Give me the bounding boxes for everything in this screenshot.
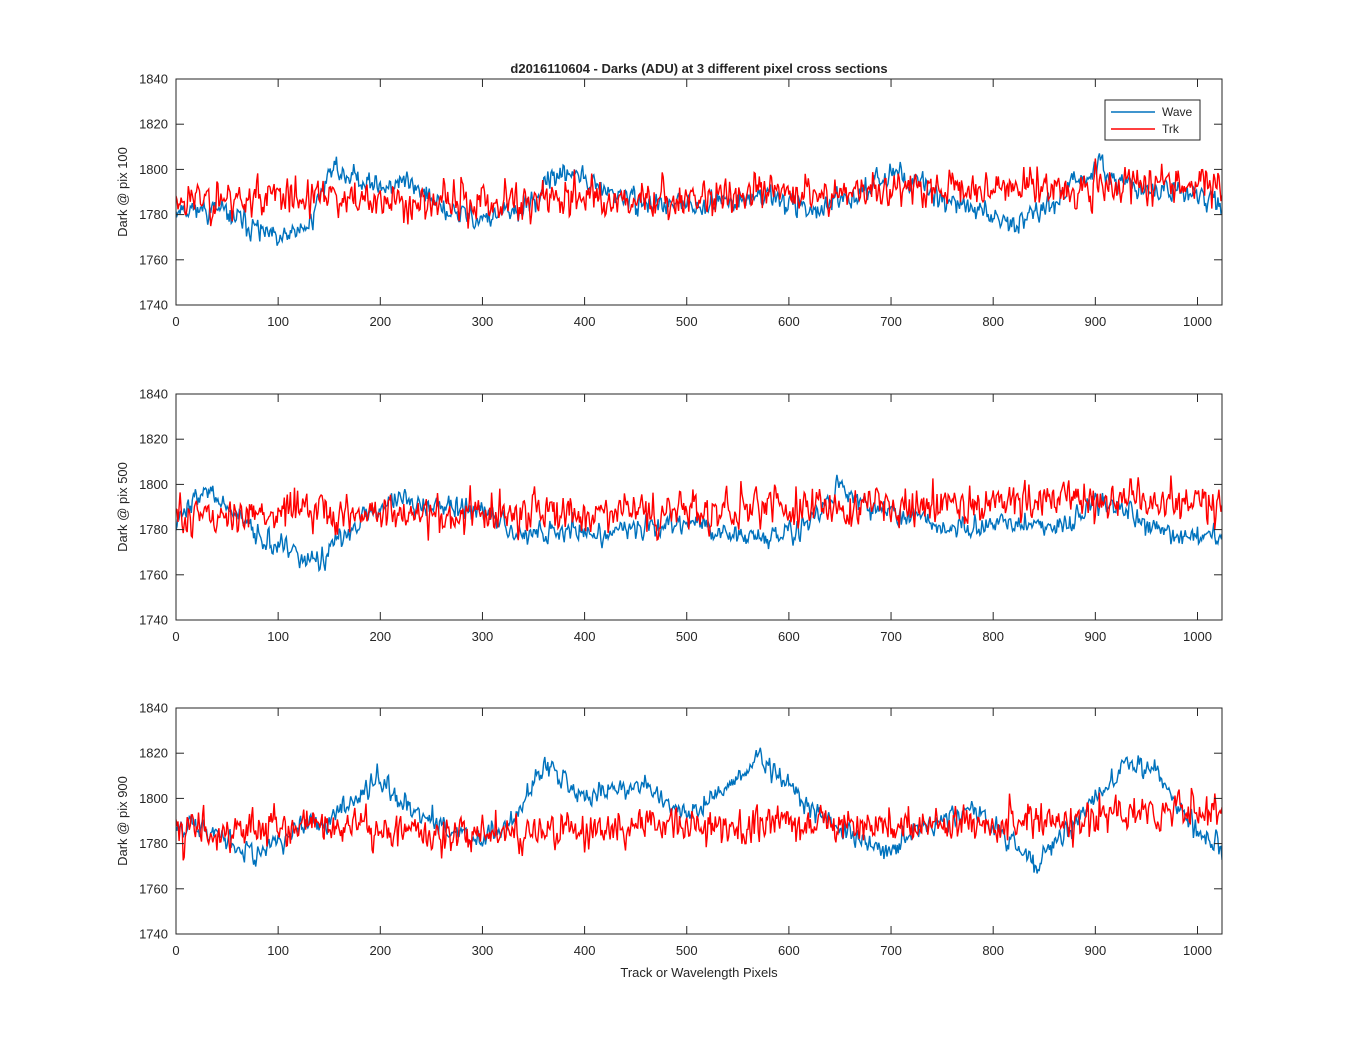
y-tick-label: 1800	[139, 791, 168, 806]
y-tick-label: 1760	[139, 881, 168, 896]
x-tick-label: 800	[982, 943, 1004, 958]
legend-box	[1104, 99, 1201, 141]
series-line-wave	[176, 747, 1222, 874]
x-tick-label: 100	[267, 943, 289, 958]
y-tick-label: 1780	[139, 836, 168, 851]
x-tick-label: 1000	[1183, 314, 1212, 329]
x-tick-label: 800	[982, 314, 1004, 329]
y-axis-label: Dark @ pix 900	[115, 776, 130, 866]
x-tick-label: 300	[472, 314, 494, 329]
y-tick-label: 1840	[139, 387, 168, 402]
x-tick-label: 900	[1084, 314, 1106, 329]
x-tick-label: 400	[574, 629, 596, 644]
series-lines	[176, 474, 1222, 573]
chart-title: d2016110604 - Darks (ADU) at 3 different…	[510, 61, 887, 76]
x-tick-label: 500	[676, 314, 698, 329]
x-axis-label: Track or Wavelength Pixels	[620, 965, 778, 980]
x-tick-label: 0	[172, 943, 179, 958]
series-line-trk	[176, 158, 1222, 229]
y-tick-label: 1800	[139, 162, 168, 177]
panel-1: 0 100 200 300 400 500 600 700 800 900 1000 1740 1760…	[115, 72, 1223, 329]
x-tick-label: 200	[369, 629, 391, 644]
y-tick-label: 1840	[139, 72, 168, 87]
legend-label-trk: Trk	[1162, 122, 1180, 136]
x-tick-label: 700	[880, 629, 902, 644]
x-tick-label: 600	[778, 314, 800, 329]
legend-label-wave: Wave	[1162, 105, 1193, 119]
x-tick-label: 900	[1084, 943, 1106, 958]
series-line-trk	[176, 787, 1222, 861]
y-tick-label: 1820	[139, 746, 168, 761]
plot-area	[176, 79, 1222, 305]
series-line-trk	[176, 475, 1222, 542]
y-axis-label: Dark @ pix 500	[115, 462, 130, 552]
y-tick-label: 1780	[139, 207, 168, 222]
y-tick-label: 1740	[139, 927, 168, 942]
plot-area	[176, 394, 1222, 620]
y-tick-label: 1760	[139, 567, 168, 582]
axes-box	[175, 707, 1223, 935]
y-tick-label: 1740	[139, 298, 168, 313]
x-tick-label: 300	[472, 629, 494, 644]
legend: Wave Trk	[1104, 99, 1201, 141]
series-lines	[176, 153, 1222, 246]
y-tick-label: 1800	[139, 477, 168, 492]
axes-box	[175, 393, 1223, 621]
y-tick-label: 1820	[139, 117, 168, 132]
x-tick-label: 900	[1084, 629, 1106, 644]
y-axis-label: Dark @ pix 100	[115, 147, 130, 237]
x-tick-label: 400	[574, 943, 596, 958]
panel-3: 0 100 200 300 400 500 600 700 800 900 1000 1740 1760…	[115, 701, 1223, 958]
x-tick-label: 1000	[1183, 943, 1212, 958]
panel-2: 0 100 200 300 400 500 600 700 800 900 1000 1740 1760…	[115, 387, 1223, 644]
y-tick-label: 1740	[139, 613, 168, 628]
x-tick-label: 100	[267, 629, 289, 644]
panels: 0 100 200 300 400 500 600 700 800 900 100017401760…	[115, 72, 1223, 958]
x-tick-label: 0	[172, 314, 179, 329]
x-tick-label: 200	[369, 943, 391, 958]
y-tick-label: 1760	[139, 252, 168, 267]
x-tick-label: 400	[574, 314, 596, 329]
x-tick-label: 1000	[1183, 629, 1212, 644]
y-tick-label: 1820	[139, 432, 168, 447]
x-tick-label: 300	[472, 943, 494, 958]
plot-area	[176, 708, 1222, 934]
series-lines	[176, 747, 1222, 874]
x-tick-label: 500	[676, 629, 698, 644]
axes-box	[175, 78, 1223, 306]
x-tick-label: 100	[267, 314, 289, 329]
x-tick-label: 600	[778, 943, 800, 958]
x-tick-label: 0	[172, 629, 179, 644]
x-tick-label: 200	[369, 314, 391, 329]
x-tick-label: 700	[880, 943, 902, 958]
x-tick-label: 600	[778, 629, 800, 644]
x-tick-label: 700	[880, 314, 902, 329]
x-tick-label: 500	[676, 943, 698, 958]
x-tick-label: 800	[982, 629, 1004, 644]
y-tick-label: 1840	[139, 701, 168, 716]
y-tick-label: 1780	[139, 522, 168, 537]
